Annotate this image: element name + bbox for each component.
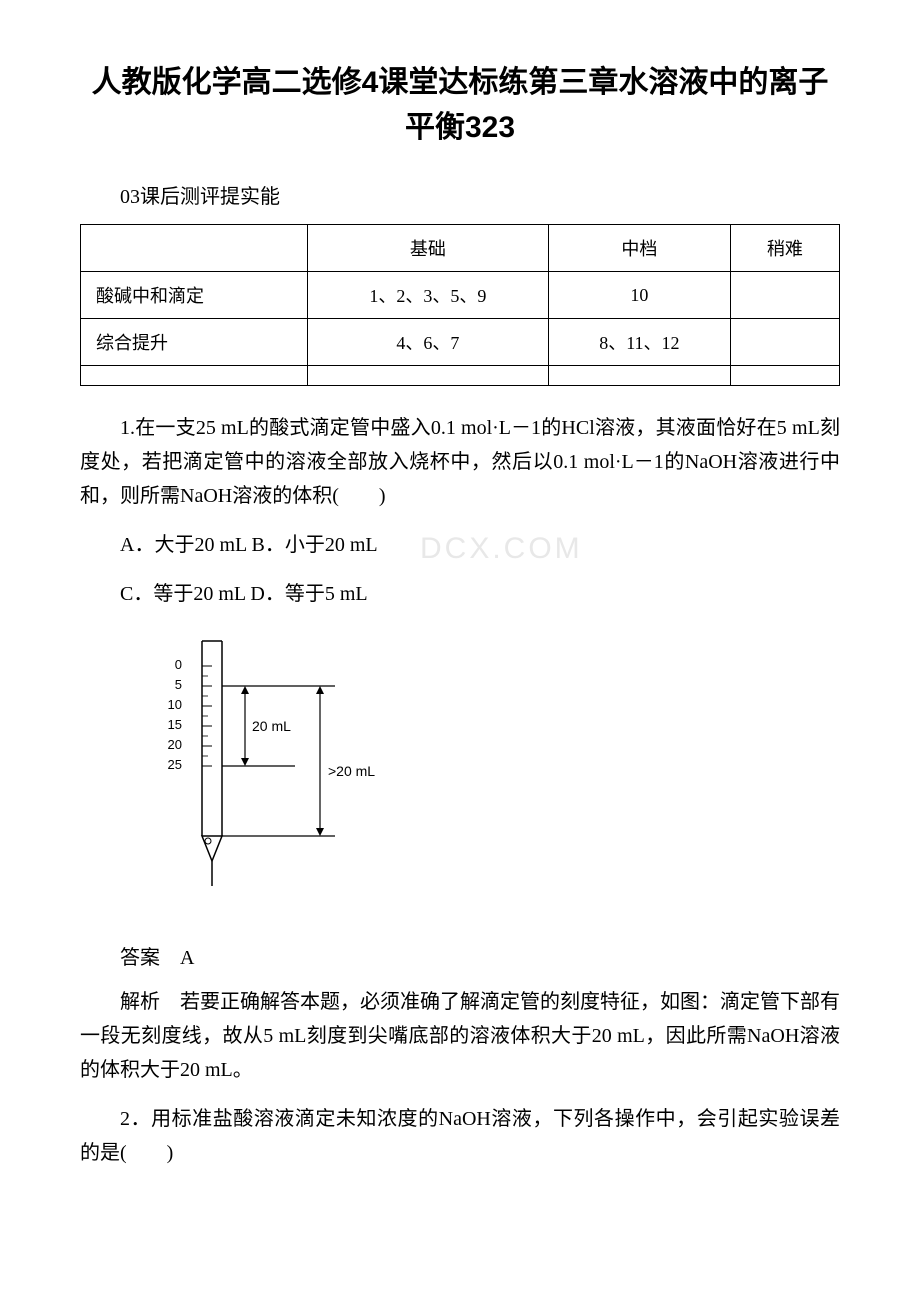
table-row: 综合提升 4、6、7 8、11、12 (81, 319, 840, 366)
scale-mark-10: 10 (168, 697, 182, 712)
table-empty-row (81, 366, 840, 386)
table-cell: 酸碱中和滴定 (81, 272, 308, 319)
table-cell: 10 (549, 272, 731, 319)
table-row: 酸碱中和滴定 1、2、3、5、9 10 (81, 272, 840, 319)
table-cell (730, 272, 839, 319)
question-1-options-ab: DCX.COM A．大于20 mL B．小于20 mL (80, 528, 840, 562)
watermark-text: DCX.COM (380, 523, 583, 574)
scale-mark-15: 15 (168, 717, 182, 732)
question-1-text: 1.在一支25 mL的酸式滴定管中盛入0.1 mol·L－1的HCl溶液，其液面… (80, 411, 840, 513)
table-cell: 8、11、12 (549, 319, 731, 366)
scale-mark-5: 5 (175, 677, 182, 692)
table-cell: 综合提升 (81, 319, 308, 366)
table-cell: 1、2、3、5、9 (307, 272, 548, 319)
table-header-cell: 中档 (549, 225, 731, 272)
option-a: A．大于20 mL (120, 534, 246, 556)
label-20ml: 20 mL (252, 718, 291, 734)
table-header-cell: 稍难 (730, 225, 839, 272)
question-1-answer: 答案 A (80, 941, 840, 970)
question-1-options-cd: C．等于20 mL D．等于5 mL (80, 577, 840, 611)
question-1-analysis: 解析 若要正确解答本题，必须准确了解滴定管的刻度特征，如图：滴定管下部有一段无刻… (80, 985, 840, 1087)
table-cell (730, 319, 839, 366)
option-d: D．等于5 mL (250, 583, 367, 605)
scale-mark-0: 0 (175, 657, 182, 672)
burette-svg: 0 5 10 15 20 25 2 (160, 631, 380, 911)
difficulty-table: 基础 中档 稍难 酸碱中和滴定 1、2、3、5、9 10 综合提升 4、6、7 … (80, 224, 840, 386)
document-title: 人教版化学高二选修4课堂达标练第三章水溶液中的离子平衡323 (80, 60, 840, 150)
table-header-cell (81, 225, 308, 272)
label-gt20ml: >20 mL (328, 763, 375, 779)
table-header-cell: 基础 (307, 225, 548, 272)
table-cell: 4、6、7 (307, 319, 548, 366)
section-header: 03课后测评提实能 (80, 180, 840, 209)
scale-mark-25: 25 (168, 757, 182, 772)
option-b: B．小于20 mL (251, 534, 377, 556)
question-2-text: 2．用标准盐酸溶液滴定未知浓度的NaOH溶液，下列各操作中，会引起实验误差的是(… (80, 1102, 840, 1170)
table-header-row: 基础 中档 稍难 (81, 225, 840, 272)
scale-mark-20: 20 (168, 737, 182, 752)
option-c: C．等于20 mL (120, 583, 245, 605)
burette-diagram: 0 5 10 15 20 25 2 (160, 631, 840, 916)
